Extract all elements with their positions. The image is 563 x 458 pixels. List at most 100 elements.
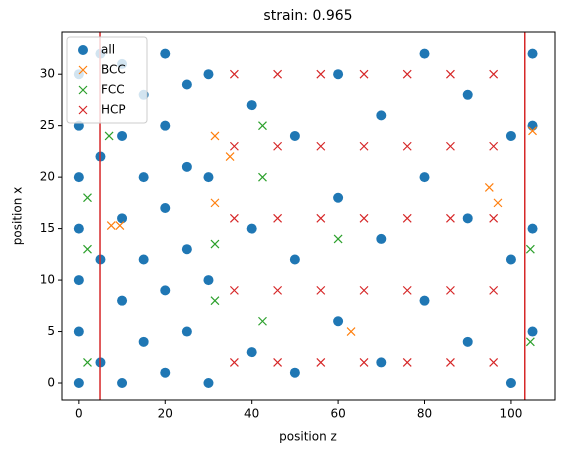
- marker-stroke: [446, 141, 455, 151]
- point: [160, 120, 171, 131]
- legend-box: [66, 36, 148, 124]
- marker-stroke: [489, 213, 499, 223]
- marker-stroke: [273, 358, 283, 367]
- point: [402, 141, 412, 151]
- marker-stroke: [446, 213, 455, 223]
- point: [359, 285, 369, 295]
- point: [316, 69, 326, 79]
- marker-stroke: [402, 69, 412, 79]
- point: [525, 337, 535, 347]
- point: [83, 244, 92, 254]
- point: [138, 336, 149, 347]
- point: [419, 295, 430, 306]
- point: [376, 110, 387, 121]
- marker-stroke: [525, 337, 535, 347]
- point: [376, 357, 387, 368]
- point: [359, 141, 369, 151]
- point: [402, 213, 412, 223]
- marker-stroke: [258, 172, 267, 182]
- marker-stroke: [258, 121, 267, 131]
- marker-stroke: [210, 296, 220, 306]
- point: [446, 213, 455, 223]
- point: [160, 203, 171, 214]
- point: [316, 285, 326, 295]
- point: [527, 120, 538, 131]
- x-tick-label: 60: [330, 407, 345, 421]
- x-axis-label: position z: [279, 430, 337, 444]
- marker-stroke: [273, 69, 283, 79]
- point: [181, 326, 192, 337]
- marker-stroke: [359, 69, 369, 79]
- legend-label: FCC: [101, 83, 125, 97]
- point: [181, 161, 192, 172]
- point: [210, 239, 220, 249]
- point: [115, 221, 125, 230]
- point: [160, 367, 171, 378]
- marker-stroke: [316, 358, 326, 367]
- marker-stroke: [446, 69, 455, 79]
- point: [462, 213, 473, 224]
- marker-stroke: [83, 244, 92, 254]
- point: [462, 336, 473, 347]
- marker-stroke: [484, 183, 494, 192]
- point: [160, 285, 171, 296]
- marker-stroke: [489, 285, 499, 295]
- point: [484, 183, 494, 192]
- marker-stroke: [210, 239, 220, 249]
- plot-frame: [61, 31, 556, 401]
- point: [446, 285, 455, 295]
- marker-stroke: [273, 285, 283, 295]
- legend-label: HCP: [101, 103, 126, 117]
- marker-stroke: [210, 131, 220, 141]
- point: [73, 378, 84, 389]
- marker-stroke: [83, 193, 92, 203]
- point: [289, 254, 300, 265]
- marker-stroke: [229, 69, 239, 79]
- marker-stroke: [104, 131, 114, 141]
- marker-stroke: [359, 358, 369, 367]
- marker-stroke: [273, 141, 283, 151]
- point: [359, 213, 369, 223]
- y-tick-label: 10: [40, 273, 55, 287]
- marker-stroke: [493, 198, 503, 208]
- point: [376, 233, 387, 244]
- marker-stroke: [83, 358, 92, 367]
- point: [489, 141, 499, 151]
- point: [181, 79, 192, 90]
- marker-stroke: [229, 285, 239, 295]
- y-tick-label: 0: [47, 376, 55, 390]
- point: [489, 213, 499, 223]
- legend-marker: [78, 45, 88, 55]
- point: [446, 358, 455, 367]
- marker-stroke: [359, 285, 369, 295]
- point: [258, 316, 267, 326]
- point: [359, 358, 369, 367]
- point: [73, 223, 84, 234]
- marker-stroke: [106, 221, 116, 230]
- marker-stroke: [316, 141, 326, 151]
- point: [402, 69, 412, 79]
- point: [419, 48, 430, 59]
- point: [402, 358, 412, 367]
- x-tick-label: 20: [158, 407, 173, 421]
- marker-stroke: [316, 69, 326, 79]
- point: [117, 130, 128, 141]
- point: [505, 254, 516, 265]
- marker-stroke: [402, 141, 412, 151]
- point: [489, 358, 499, 367]
- point: [489, 285, 499, 295]
- marker-stroke: [359, 213, 369, 223]
- marker-stroke: [489, 69, 499, 79]
- point: [528, 126, 537, 136]
- point: [493, 198, 503, 208]
- point: [258, 121, 267, 131]
- marker-stroke: [402, 285, 412, 295]
- point: [203, 69, 214, 80]
- point: [289, 367, 300, 378]
- point: [273, 213, 283, 223]
- y-tick-label: 25: [40, 118, 55, 132]
- x-tick-label: 0: [75, 407, 83, 421]
- point: [117, 295, 128, 306]
- point: [489, 69, 499, 79]
